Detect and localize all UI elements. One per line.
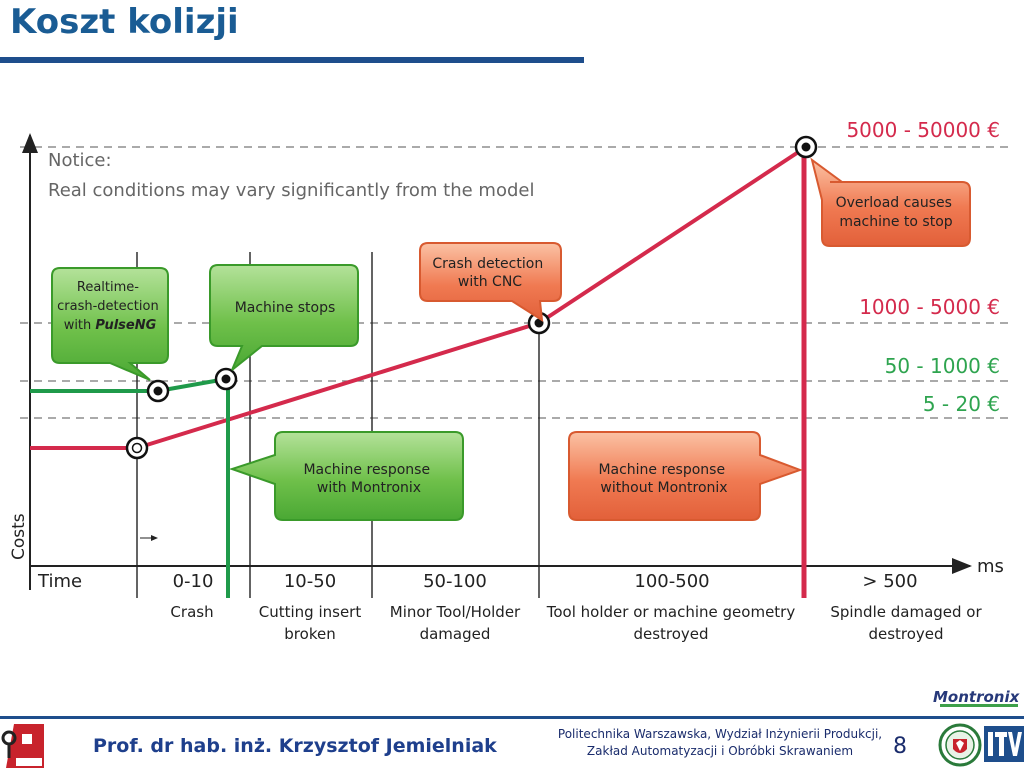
y-axis-label: Costs — [9, 513, 29, 560]
callout-with-line-1: Machine response — [303, 462, 430, 478]
time-range-10-50: 10-50 — [284, 571, 336, 592]
institution: Politechnika Warszawska, Wydział Inżynie… — [548, 726, 892, 760]
consequence-geometry-1: Tool holder or machine geometry — [546, 603, 796, 621]
callout-response-without-montronix: Machine response without Montronix — [568, 431, 803, 521]
callout-without-line-2: without Montronix — [600, 480, 727, 496]
author-name: Prof. dr hab. inż. Krzysztof Jemielniak — [93, 735, 497, 757]
callout-machine-stops: Machine stops — [209, 264, 359, 371]
cost-level-5000-50000: 5000 - 50000 € — [846, 118, 1000, 142]
svg-text:Machine response with Mo: Machine response with Montronix — [303, 462, 434, 496]
marker-crash-start — [125, 436, 149, 460]
cost-line-without-montronix — [30, 145, 808, 450]
svg-text:Realtime- crash-detectio: Realtime- crash-detection with PulseNG — [57, 280, 163, 333]
time-range-100-500: 100-500 — [634, 571, 709, 592]
cost-level-5-20: 5 - 20 € — [923, 392, 1000, 416]
cost-level-1000-5000: 1000 - 5000 € — [859, 295, 1000, 319]
consequence-tool-1: Minor Tool/Holder — [390, 603, 521, 621]
callout-realtime-line-1: Realtime- — [77, 280, 139, 295]
callout-overload-line-1: Overload causes — [836, 195, 952, 211]
consequence-spindle-1: Spindle damaged or — [830, 603, 982, 621]
time-range-50-100: 50-100 — [423, 571, 487, 592]
callout-crash-detection-cnc: Crash detection with CNC — [419, 242, 562, 322]
cost-line-with-montronix — [30, 377, 227, 393]
itw-logo-icon — [984, 726, 1024, 762]
collision-cost-diagram: Notice: Real conditions may vary signifi… — [9, 118, 1010, 643]
callout-with-line-2: with Montronix — [317, 480, 421, 496]
montronix-logo: Montronix — [933, 688, 1020, 706]
footer-rule — [0, 716, 1024, 719]
institution-line-2: Zakład Automatyzacji i Obróbki Skrawanie… — [586, 744, 854, 758]
title-underline — [0, 57, 584, 63]
callout-realtime-detection: Realtime- crash-detection with PulseNG — [51, 267, 169, 381]
callout-realtime-emph: PulseNG — [95, 318, 156, 333]
callout-overload: Overload causes machine to stop — [810, 157, 971, 247]
consequence-tool-2: damaged — [420, 625, 491, 643]
callout-without-line-1: Machine response — [598, 462, 725, 478]
callout-cnc-line-1: Crash detection — [432, 256, 543, 272]
zaios-logo-icon — [1, 724, 44, 768]
svg-text:Overload causes machine: Overload causes machine to stop — [836, 195, 957, 230]
consequence-geometry-2: destroyed — [633, 625, 708, 643]
time-ranges: 0-10 10-50 50-100 100-500 > 500 — [173, 571, 918, 592]
consequence-insert-1: Cutting insert — [259, 603, 362, 621]
callout-realtime-line-2: crash-detection — [57, 299, 159, 314]
consequence-crash: Crash — [170, 603, 213, 621]
svg-text:Machine response without: Machine response without Montronix — [598, 462, 729, 496]
level-lines — [20, 146, 1010, 419]
montronix-logo-underline — [940, 704, 1018, 707]
marker-machine-stops — [214, 367, 238, 391]
x-axis-label: Time — [37, 571, 82, 592]
page-title: Koszt kolizji — [10, 2, 239, 42]
time-range-500-plus: > 500 — [862, 571, 917, 592]
page-number: 8 — [893, 734, 907, 759]
institution-line-1: Politechnika Warszawska, Wydział Inżynie… — [557, 727, 883, 741]
event-markers — [125, 135, 818, 460]
callout-realtime-line-3: with — [64, 318, 96, 333]
notice-title: Notice: — [48, 150, 112, 171]
callout-machine-stops-text: Machine stops — [235, 300, 336, 316]
svg-text:Crash detection with CNC: Crash detection with CNC — [432, 256, 547, 290]
university-seal-icon — [938, 723, 982, 767]
callout-overload-line-2: machine to stop — [839, 214, 952, 230]
consequence-spindle-2: destroyed — [868, 625, 943, 643]
callout-cnc-line-2: with CNC — [458, 274, 522, 290]
consequence-insert-2: broken — [284, 625, 335, 643]
cost-level-labels: 5000 - 50000 € 1000 - 5000 € 50 - 1000 €… — [846, 118, 1000, 416]
notice-text: Real conditions may vary significantly f… — [48, 180, 534, 201]
cost-level-50-1000: 50 - 1000 € — [885, 354, 1000, 378]
x-axis-unit: ms — [977, 556, 1004, 577]
callout-response-with-montronix: Machine response with Montronix — [228, 431, 464, 521]
time-range-0-10: 0-10 — [173, 571, 214, 592]
marker-overload — [794, 135, 818, 159]
marker-realtime-detection — [146, 379, 170, 403]
consequence-labels: Crash Cutting insert broken Minor Tool/H… — [170, 603, 982, 643]
